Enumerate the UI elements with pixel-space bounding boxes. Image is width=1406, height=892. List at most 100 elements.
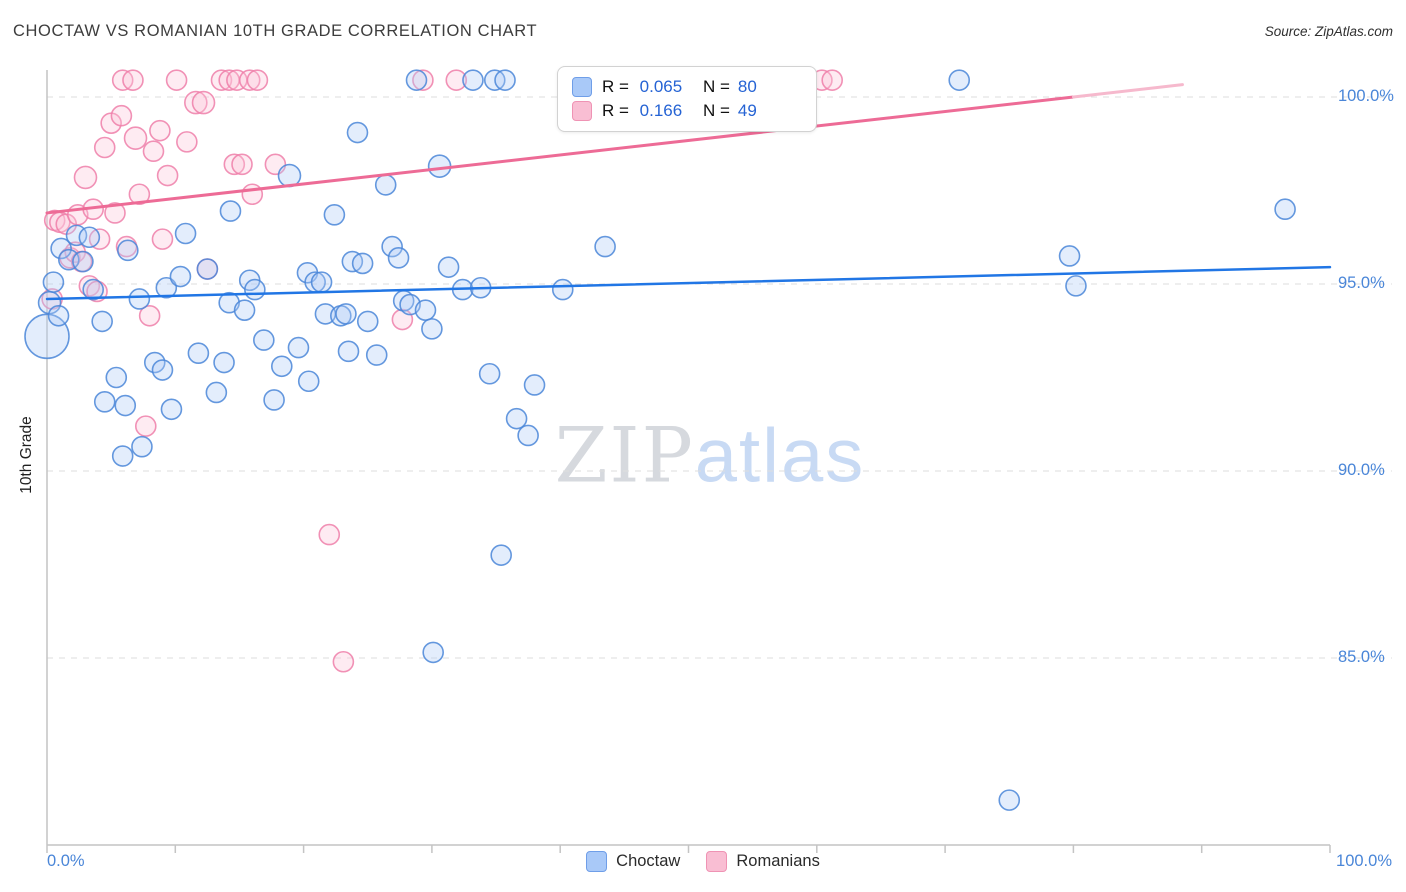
choctaw-point[interactable]	[117, 239, 139, 262]
choctaw-point[interactable]	[427, 154, 452, 178]
choctaw-point[interactable]	[414, 299, 437, 321]
choctaw-point[interactable]	[421, 318, 443, 340]
legend-item-romanians: Romanians	[706, 851, 820, 872]
legend-item-choctaw: Choctaw	[586, 851, 680, 872]
choctaw-point[interactable]	[151, 359, 174, 381]
choctaw-point[interactable]	[253, 329, 275, 351]
romanian-point[interactable]	[241, 183, 264, 206]
choctaw-point[interactable]	[505, 407, 528, 430]
choctaw-point[interactable]	[998, 789, 1021, 811]
choctaw-r-label: R =	[602, 77, 629, 96]
choctaw-point[interactable]	[381, 235, 403, 258]
choctaw-point[interactable]	[160, 398, 183, 421]
choctaw-point[interactable]	[82, 278, 104, 301]
choctaw-point[interactable]	[365, 344, 388, 366]
choctaw-point[interactable]	[205, 381, 228, 404]
choctaw-point[interactable]	[219, 200, 242, 222]
choctaw-point[interactable]	[244, 278, 266, 301]
choctaw-point[interactable]	[131, 435, 153, 458]
romanians-legend-swatch-icon	[706, 851, 728, 872]
romanian-point[interactable]	[191, 90, 216, 115]
choctaw-point[interactable]	[1065, 275, 1087, 297]
series-legend: Choctaw Romanians	[0, 851, 1406, 872]
choctaw-point[interactable]	[233, 299, 256, 321]
choctaw-point[interactable]	[111, 445, 134, 467]
romanian-point[interactable]	[110, 104, 133, 127]
romanian-point[interactable]	[156, 164, 179, 187]
romanian-point[interactable]	[142, 140, 165, 163]
romanian-point[interactable]	[138, 304, 161, 327]
romanian-point[interactable]	[134, 415, 157, 437]
choctaw-point[interactable]	[263, 389, 285, 411]
choctaw-point[interactable]	[50, 237, 72, 260]
choctaw-point[interactable]	[494, 69, 516, 91]
choctaw-point[interactable]	[42, 271, 65, 293]
choctaw-point[interactable]	[155, 276, 178, 299]
choctaw-point[interactable]	[594, 235, 616, 258]
romanian-point[interactable]	[231, 153, 253, 176]
choctaw-point[interactable]	[270, 355, 293, 378]
choctaw-point[interactable]	[356, 310, 379, 333]
choctaw-point[interactable]	[297, 370, 320, 393]
choctaw-point[interactable]	[437, 256, 460, 278]
romanian-point[interactable]	[246, 69, 269, 91]
romanian-point[interactable]	[165, 69, 188, 91]
romanian-point[interactable]	[176, 131, 198, 153]
choctaw-n-value: 80	[737, 77, 757, 96]
choctaw-point[interactable]	[478, 362, 501, 385]
choctaw-point[interactable]	[114, 394, 137, 417]
romanian-point[interactable]	[123, 126, 148, 150]
choctaw-point[interactable]	[948, 69, 971, 91]
choctaw-point[interactable]	[187, 342, 210, 364]
romanian-point[interactable]	[210, 69, 233, 91]
choctaw-point[interactable]	[517, 424, 539, 447]
choctaw-point[interactable]	[196, 258, 219, 280]
romanian-point[interactable]	[821, 69, 843, 91]
romanian-point[interactable]	[332, 650, 355, 673]
choctaw-point[interactable]	[1274, 198, 1296, 220]
choctaw-point[interactable]	[523, 374, 546, 396]
choctaw-point[interactable]	[1058, 245, 1081, 267]
choctaw-point[interactable]	[91, 310, 113, 333]
romanian-point[interactable]	[412, 69, 434, 91]
choctaw-point[interactable]	[323, 204, 346, 226]
choctaw-point[interactable]	[310, 271, 333, 293]
choctaw-point[interactable]	[287, 336, 310, 359]
romanian-point[interactable]	[445, 69, 468, 91]
romanian-point[interactable]	[151, 228, 174, 250]
romanian-point[interactable]	[122, 69, 144, 91]
x-axis-min-label: 0.0%	[47, 852, 85, 870]
choctaw-point[interactable]	[346, 121, 369, 144]
romanian-point[interactable]	[149, 119, 171, 142]
choctaw-point[interactable]	[351, 252, 374, 275]
choctaw-point[interactable]	[72, 250, 94, 273]
romanian-point[interactable]	[223, 153, 246, 176]
choctaw-point[interactable]	[462, 69, 484, 91]
choctaw-point[interactable]	[174, 222, 197, 245]
romanian-point[interactable]	[184, 90, 208, 115]
choctaw-point[interactable]	[490, 544, 512, 566]
choctaw-point[interactable]	[169, 265, 192, 288]
romanian-point[interactable]	[73, 165, 98, 190]
choctaw-point[interactable]	[374, 174, 397, 196]
choctaw-point[interactable]	[551, 278, 574, 301]
romanian-point[interactable]	[104, 202, 126, 224]
choctaw-point[interactable]	[335, 303, 357, 325]
choctaw-point[interactable]	[93, 391, 116, 413]
romanians-n-label: N =	[702, 101, 730, 120]
choctaw-point[interactable]	[47, 304, 70, 327]
choctaw-point[interactable]	[213, 351, 235, 374]
romanian-point[interactable]	[318, 523, 341, 546]
choctaw-point[interactable]	[128, 288, 151, 310]
correlation-legend-box: R = 0.065 N = 80 R = 0.166 N = 49	[557, 66, 817, 132]
choctaw-point[interactable]	[422, 641, 444, 664]
choctaw-point[interactable]	[387, 247, 410, 269]
choctaw-point[interactable]	[78, 226, 101, 249]
choctaw-point[interactable]	[405, 69, 428, 91]
choctaw-point[interactable]	[337, 340, 360, 363]
romanian-point[interactable]	[128, 183, 151, 206]
romanian-point[interactable]	[93, 136, 116, 159]
romanian-point[interactable]	[238, 69, 261, 91]
choctaw-point[interactable]	[105, 366, 128, 389]
